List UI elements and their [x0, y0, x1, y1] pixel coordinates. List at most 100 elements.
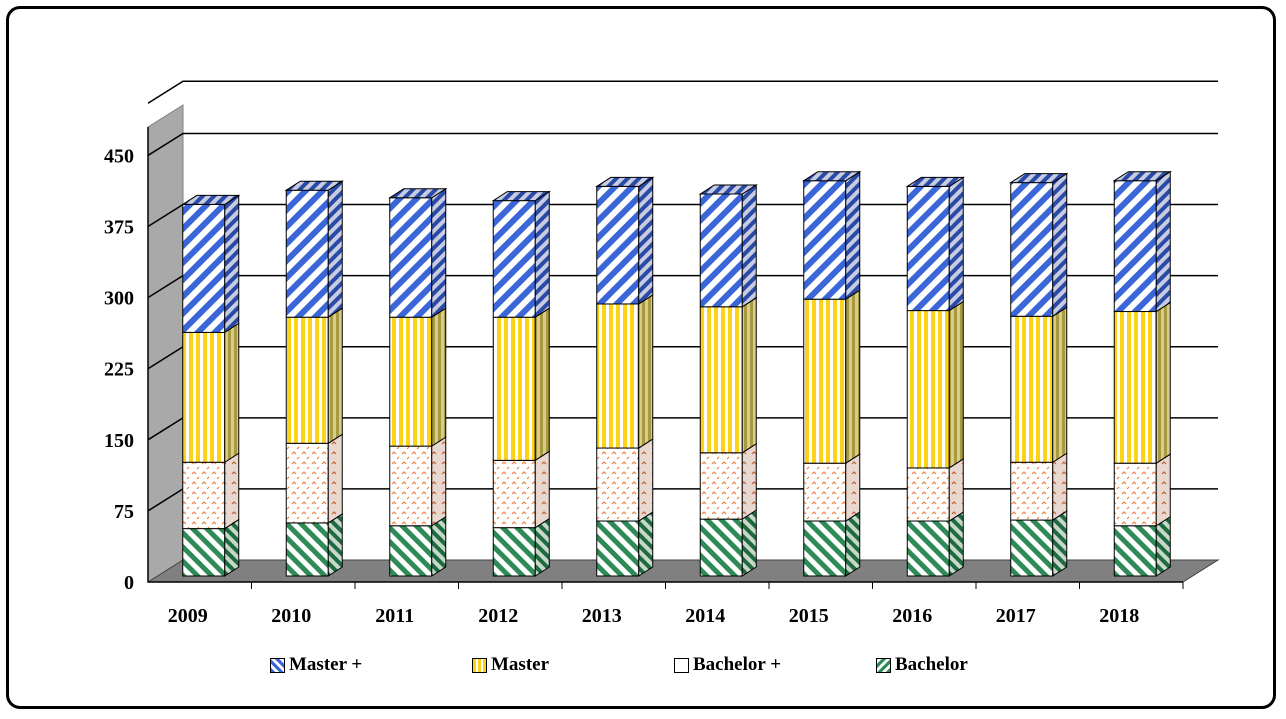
y-tick-label: 150	[104, 430, 134, 452]
bar-segment-master	[803, 298, 847, 464]
bar-side	[638, 294, 654, 449]
bar-stack-2010	[284, 180, 344, 577]
bar-segment-bachelor-plus	[285, 442, 329, 524]
bar-segment-bachelor	[1113, 525, 1157, 577]
bar-side	[224, 194, 240, 334]
bar-segment-master-plus	[492, 200, 536, 318]
bar-side	[845, 289, 861, 465]
bar-side	[1052, 510, 1068, 577]
bar-side	[948, 511, 964, 577]
x-tick-label: 2011	[375, 605, 414, 627]
chart-back-wall	[147, 104, 184, 583]
bar-top	[698, 184, 758, 195]
y-axis-ticks: 0 75 150 225 300 375 450	[104, 145, 134, 594]
y-tick-label: 450	[104, 145, 134, 167]
bar-side	[845, 511, 861, 577]
bar-segment-master	[699, 306, 743, 454]
bar-side	[224, 452, 240, 530]
bar-segment-bachelor-plus	[699, 452, 743, 520]
bar-stack-2017	[1009, 172, 1069, 577]
bar-top	[905, 176, 965, 187]
bar-side	[534, 517, 550, 577]
bar-segment-master-plus	[285, 189, 329, 318]
bar-segment-bachelor	[803, 520, 847, 577]
y-tick-label: 300	[104, 288, 134, 310]
bar-side	[224, 518, 240, 577]
bar-side	[1052, 172, 1068, 318]
bar-segment-bachelor-plus	[596, 447, 640, 522]
bar-side	[1155, 170, 1171, 313]
x-tick-label: 2018	[1099, 605, 1139, 627]
legend-label: Master	[491, 654, 550, 675]
bar-side	[534, 307, 550, 462]
bar-side	[1052, 306, 1068, 464]
bar-top	[1009, 173, 1069, 184]
bar-side	[638, 176, 654, 305]
bar-side	[741, 296, 757, 454]
bar-segment-bachelor	[699, 518, 743, 577]
bar-segment-master	[492, 316, 536, 461]
bar-segment-bachelor	[596, 520, 640, 577]
x-tick-label: 2015	[789, 605, 829, 627]
legend-item-bachelor: Bachelor	[876, 654, 1078, 676]
bar-segment-master	[182, 331, 226, 463]
bar-segment-bachelor-plus	[803, 462, 847, 522]
bar-segment-bachelor-plus	[906, 467, 950, 522]
bar-side	[948, 300, 964, 469]
legend-label: Bachelor +	[693, 654, 782, 675]
legend-item-master: Master	[472, 654, 674, 676]
bar-segment-master-plus	[699, 193, 743, 308]
bar-side	[327, 307, 343, 445]
side-wall	[147, 104, 184, 583]
bar-segment-bachelor	[906, 520, 950, 577]
legend-item-master-plus: Master +	[270, 654, 472, 676]
legend-swatch	[876, 657, 891, 673]
bar-top	[595, 176, 655, 187]
legend-label: Bachelor	[895, 654, 968, 675]
bar-side	[431, 187, 447, 319]
bar-top	[181, 194, 241, 205]
x-tick-label: 2010	[271, 605, 311, 627]
bars	[181, 170, 1172, 577]
x-axis-ticks: 2009 2010 2011 2012 2013 2014 2015 2016 2017 2018	[168, 582, 1184, 627]
bar-side	[741, 442, 757, 521]
bar-stack-2015	[802, 170, 862, 577]
bar-side	[534, 190, 550, 319]
bar-side	[1155, 515, 1171, 577]
bar-side	[431, 436, 447, 527]
bar-stack-2012	[491, 190, 551, 577]
bar-segment-bachelor	[1010, 519, 1054, 577]
bar-segment-master	[1010, 315, 1054, 463]
bar-side	[327, 180, 343, 319]
y-tick-label: 375	[104, 217, 134, 239]
bar-segment-bachelor	[182, 528, 226, 577]
bar-side	[741, 184, 757, 308]
bar-segment-master-plus	[389, 197, 433, 318]
bar-segment-bachelor	[389, 525, 433, 577]
bar-side	[638, 438, 654, 522]
bar-segment-master-plus	[803, 180, 847, 300]
bar-side	[1052, 452, 1068, 521]
bar-side	[845, 453, 861, 522]
bar-stack-2013	[595, 176, 655, 577]
legend-swatch	[472, 657, 487, 673]
bar-segment-master-plus	[906, 185, 950, 312]
legend-swatch	[270, 657, 285, 673]
x-tick-label: 2017	[996, 605, 1036, 627]
bar-side	[845, 170, 861, 301]
bar-stack-2011	[388, 187, 448, 577]
bar-segment-master-plus	[182, 203, 226, 333]
x-tick-label: 2013	[582, 605, 622, 627]
bar-top	[284, 180, 344, 191]
bar-segment-master	[285, 316, 329, 444]
bar-segment-bachelor-plus	[182, 461, 226, 530]
bar-top	[491, 191, 551, 202]
bar-segment-master	[389, 316, 433, 447]
bar-stack-2014	[698, 184, 758, 577]
bar-segment-bachelor	[492, 527, 536, 577]
gridline	[147, 80, 1218, 104]
bar-side	[327, 513, 343, 577]
x-tick-label: 2016	[892, 605, 932, 627]
legend: Master + Master Bachelor + Bachelor	[270, 654, 1078, 676]
